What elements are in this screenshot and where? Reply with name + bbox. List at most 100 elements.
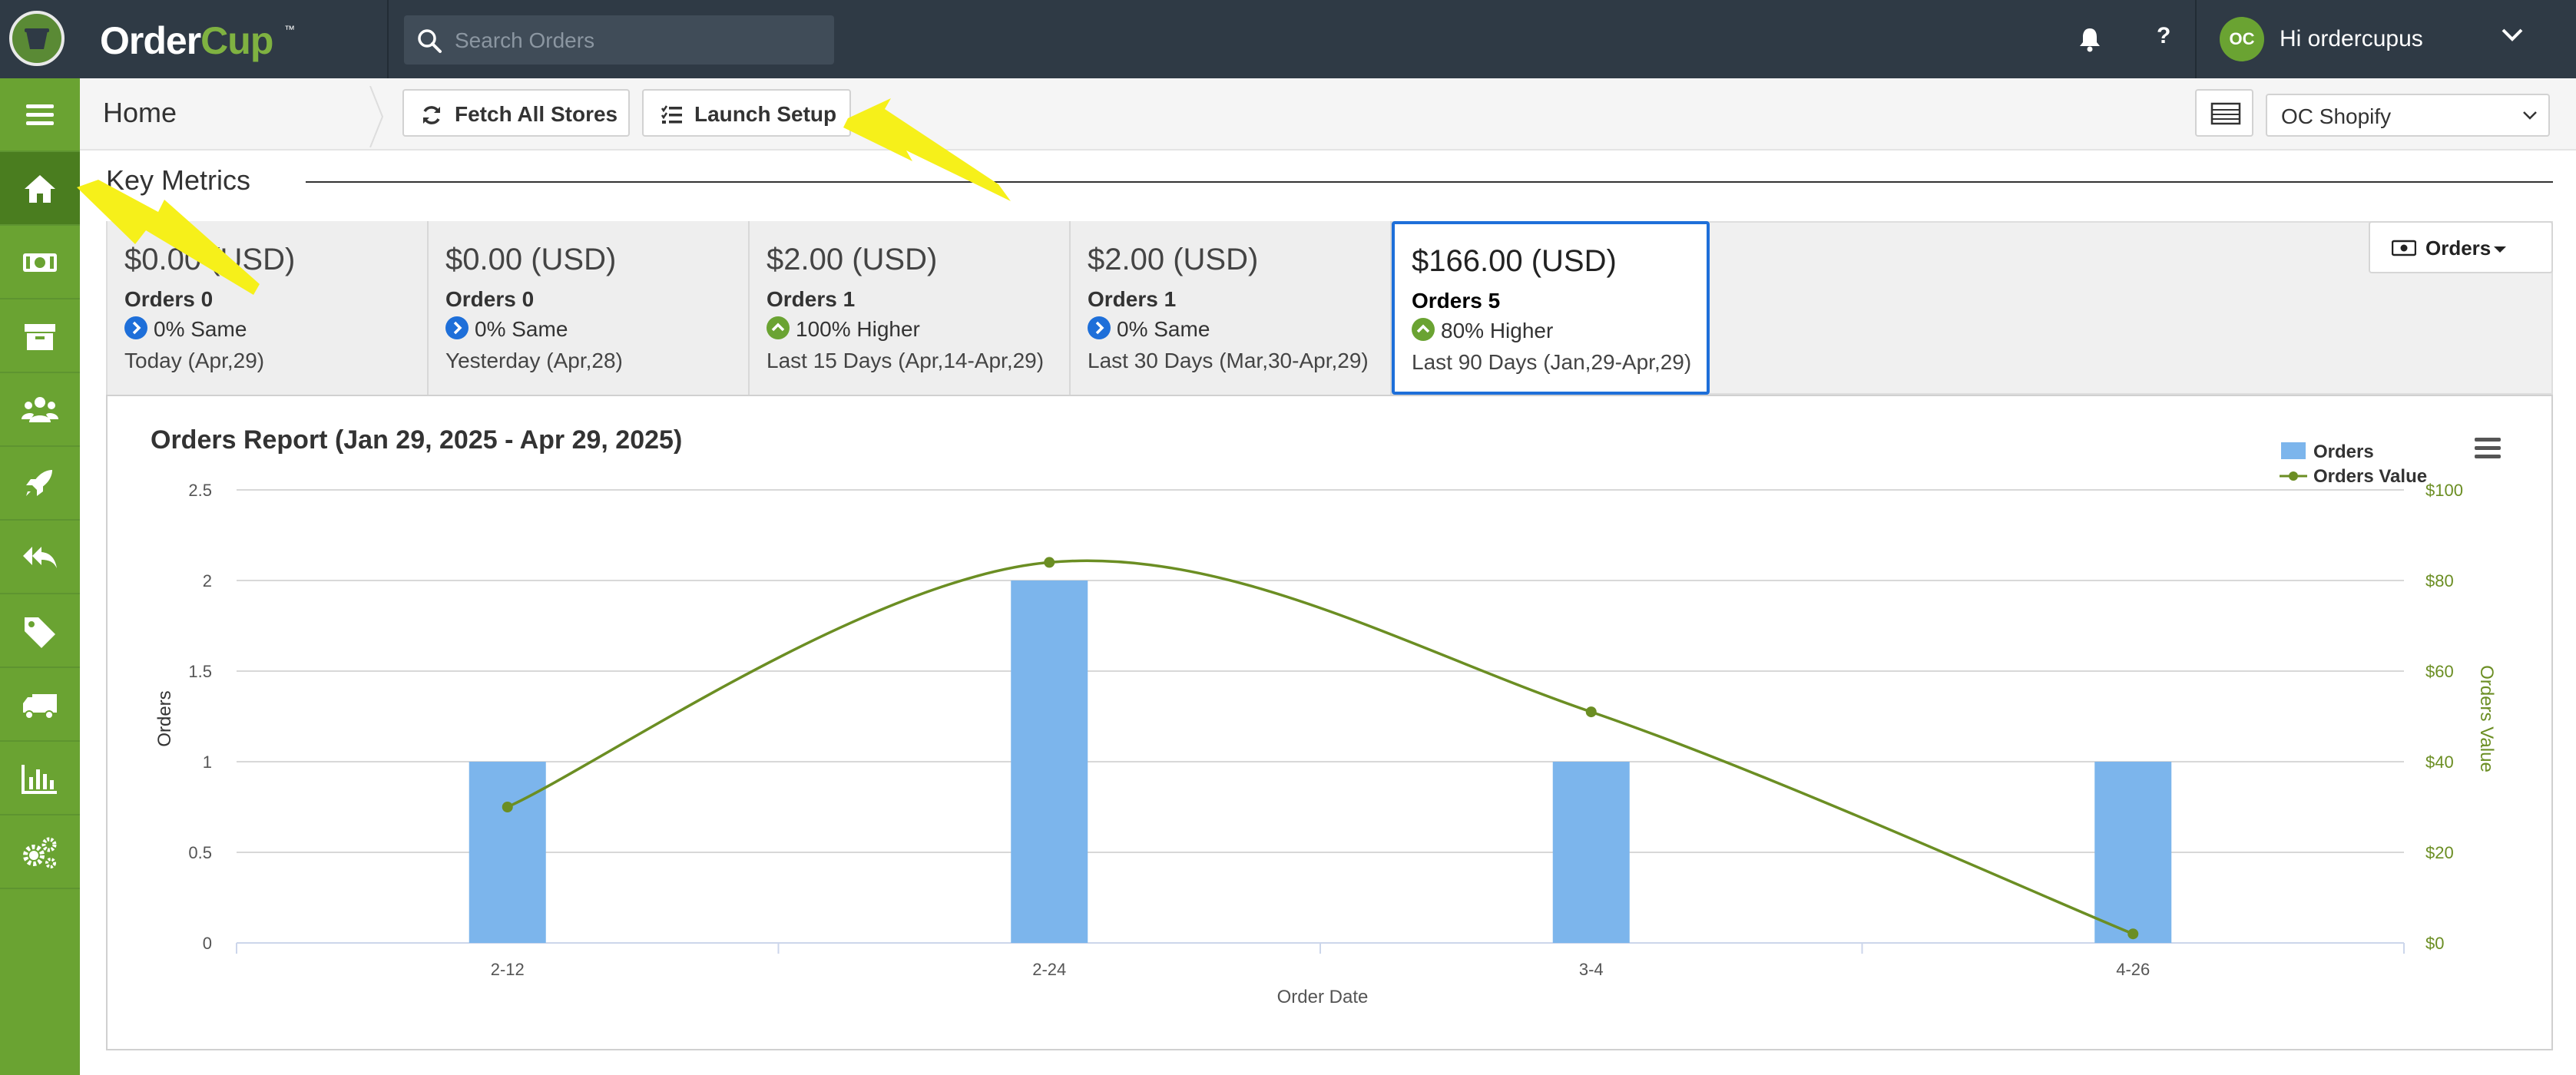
metric-period: Yesterday (Apr,28) — [445, 349, 623, 372]
users-icon — [22, 397, 58, 422]
sidebar-item-orders[interactable] — [0, 226, 80, 299]
fetch-all-stores-label: Fetch All Stores — [455, 102, 618, 126]
metric-card-today[interactable]: $0.00 (USD) Orders 0 0% Same Today (Apr,… — [108, 221, 429, 395]
x-tick-label: 2-24 — [1032, 960, 1066, 979]
chart-title: Orders Report (Jan 29, 2025 - Apr 29, 20… — [151, 425, 682, 455]
chevron-up-circle-icon — [1412, 318, 1435, 341]
list-view-icon — [2210, 102, 2241, 125]
metric-card-30-days[interactable]: $2.00 (USD) Orders 1 0% Same Last 30 Day… — [1071, 221, 1392, 395]
avatar[interactable]: OC — [2220, 17, 2264, 61]
app-logo-text[interactable]: OrderCup — [100, 19, 273, 62]
chevron-right-circle-icon — [445, 316, 469, 339]
truck-icon — [23, 694, 57, 719]
bar-orders — [1552, 762, 1630, 943]
legend-orders-swatch — [2281, 442, 2306, 459]
launch-setup-button[interactable]: Launch Setup — [642, 89, 851, 137]
metric-orders: Orders 0 — [445, 287, 535, 311]
section-divider — [306, 181, 2553, 183]
home-icon — [25, 175, 55, 203]
bar-orders — [1011, 580, 1088, 943]
metric-amount: $0.00 (USD) — [124, 243, 296, 276]
metric-period: Today (Apr,29) — [124, 349, 265, 372]
chevron-down-icon[interactable] — [2501, 28, 2524, 43]
user-greeting[interactable]: Hi ordercupus — [2280, 26, 2423, 51]
search-input[interactable] — [453, 25, 817, 57]
point-orders-value — [2127, 928, 2139, 940]
metric-type-dropdown[interactable]: Orders — [2369, 221, 2553, 273]
metric-change: 80% Higher — [1412, 318, 1553, 343]
y-right-tick-label: $100 — [2425, 481, 2463, 500]
chevron-right-circle-icon — [1088, 316, 1111, 339]
chevron-up-circle-icon — [767, 316, 790, 339]
sidebar-item-home[interactable] — [0, 152, 80, 226]
checklist-icon — [661, 105, 682, 124]
metric-orders: Orders 5 — [1412, 289, 1501, 313]
menu-icon — [26, 104, 54, 125]
y-right-tick-label: $20 — [2425, 843, 2454, 862]
fetch-all-stores-button[interactable]: Fetch All Stores — [402, 89, 630, 137]
bell-icon[interactable] — [2078, 26, 2101, 52]
bar-orders — [2094, 762, 2172, 943]
cash-icon — [23, 253, 57, 272]
y-tick-label: 0.5 — [188, 843, 212, 862]
x-tick-label: 4-26 — [2116, 960, 2150, 979]
metric-amount: $0.00 (USD) — [445, 243, 617, 276]
metric-amount: $2.00 (USD) — [767, 243, 938, 276]
sidebar-item-reports[interactable] — [0, 742, 80, 815]
point-orders-value — [1585, 706, 1597, 718]
orders-chart: Orders Report (Jan 29, 2025 - Apr 29, 20… — [151, 425, 2501, 1007]
x-tick-label: 2-12 — [491, 960, 525, 979]
header-divider — [387, 0, 389, 78]
chevron-down-icon — [2523, 111, 2537, 120]
sidebar-item-customers[interactable] — [0, 373, 80, 447]
metric-period: Last 15 Days (Apr,14-Apr,29) — [767, 349, 1045, 372]
metric-period: Last 90 Days (Jan,29-Apr,29) — [1412, 350, 1692, 374]
y-tick-label: 2.5 — [188, 481, 212, 500]
metric-type-label: Orders — [2425, 237, 2492, 260]
reply-all-icon — [23, 547, 57, 568]
list-view-button[interactable] — [2195, 89, 2253, 137]
y-tick-label: 1.5 — [188, 662, 212, 681]
sidebar-item-inventory[interactable] — [0, 299, 80, 373]
store-select[interactable]: OC Shopify — [2266, 94, 2550, 137]
sidebar-item-menu[interactable] — [0, 78, 80, 152]
sidebar-item-shipping[interactable] — [0, 668, 80, 742]
trademark-mark: ™ — [284, 23, 295, 35]
metric-change: 0% Same — [445, 316, 568, 342]
y-tick-label: 2 — [203, 571, 212, 590]
legend-value-label[interactable]: Orders Value — [2313, 466, 2427, 487]
legend-orders-label[interactable]: Orders — [2313, 442, 2374, 462]
y-axis-right-title: Orders Value — [2476, 665, 2497, 772]
metric-card-15-days[interactable]: $2.00 (USD) Orders 1 100% Higher Last 15… — [750, 221, 1071, 395]
x-axis-title: Order Date — [1277, 987, 1369, 1007]
metric-orders: Orders 0 — [124, 287, 214, 311]
cash-icon — [2392, 240, 2416, 256]
search-icon — [418, 29, 442, 53]
metric-card-yesterday[interactable]: $0.00 (USD) Orders 0 0% Same Yesterday (… — [429, 221, 750, 395]
help-button[interactable]: ? — [2157, 23, 2171, 48]
sidebar-item-settings[interactable] — [0, 815, 80, 889]
breadcrumb-separator — [369, 86, 384, 147]
y-right-tick-label: $60 — [2425, 662, 2454, 681]
sidebar — [0, 78, 80, 1075]
sidebar-item-returns[interactable] — [0, 521, 80, 594]
metric-change: 0% Same — [1088, 316, 1210, 342]
metric-card-90-days[interactable]: $166.00 (USD) Orders 5 80% Higher Last 9… — [1392, 221, 1710, 395]
launch-setup-label: Launch Setup — [694, 102, 837, 126]
chart-legend: Orders Orders Value — [2280, 442, 2427, 487]
section-title: Key Metrics — [106, 164, 251, 196]
caret-down-icon — [2494, 246, 2506, 253]
store-select-value: OC Shopify — [2281, 104, 2392, 128]
orders-report-panel: Orders Report (Jan 29, 2025 - Apr 29, 20… — [106, 395, 2553, 1050]
chart-menu-icon[interactable] — [2475, 438, 2501, 458]
ordercup-logo-icon[interactable] — [9, 11, 65, 66]
sidebar-item-launch[interactable] — [0, 447, 80, 521]
y-tick-label: 1 — [203, 752, 212, 772]
sidebar-item-products[interactable] — [0, 594, 80, 668]
point-orders-value — [502, 802, 513, 812]
search-box — [404, 15, 834, 64]
metric-period: Last 30 Days (Mar,30-Apr,29) — [1088, 349, 1369, 372]
cogs-icon — [23, 837, 57, 868]
y-right-tick-label: $80 — [2425, 571, 2454, 590]
archive-icon — [25, 324, 55, 350]
